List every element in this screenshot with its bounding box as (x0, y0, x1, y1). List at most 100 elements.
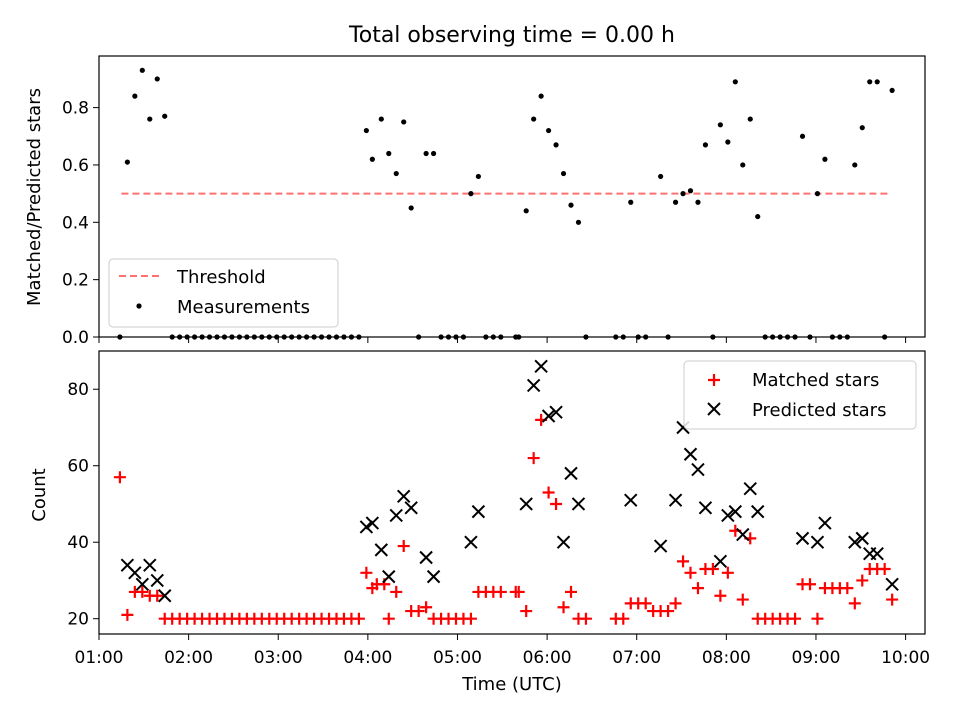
legend-measurements-label: Measurements (177, 297, 310, 318)
predicted-star-point (382, 569, 396, 584)
measurement-point (732, 79, 738, 85)
predicted-star-point (158, 589, 172, 603)
predicted-star-point (751, 504, 765, 519)
matched-star-point (527, 452, 540, 465)
measurement-point (628, 199, 634, 205)
x-tick-label: 05:00 (433, 648, 482, 668)
measurement-point (401, 119, 407, 125)
x-tick-label: 09:00 (791, 648, 840, 668)
measurement-point (147, 116, 153, 122)
matched-star-point (878, 562, 891, 575)
measurement-point (378, 116, 384, 122)
measurement-point (680, 191, 686, 197)
measurement-point (867, 79, 873, 85)
measurement-point (538, 93, 544, 99)
legend-measurements-swatch (136, 303, 142, 309)
matched-star-point (789, 612, 802, 625)
predicted-star-point (397, 489, 411, 504)
legend-matched-swatch (708, 374, 720, 386)
matched-star-point (691, 582, 704, 595)
predicted-star-point (683, 447, 698, 461)
measurement-point (695, 199, 701, 205)
measurement-point (154, 76, 160, 82)
x-tick-label: 01:00 (75, 648, 124, 668)
predicted-star-point (526, 378, 541, 393)
measurement-point (408, 205, 414, 211)
top-y-tick-label: 0.2 (62, 271, 89, 291)
predicted-star-point (419, 550, 433, 565)
predicted-star-point (374, 543, 389, 557)
matched-star-point (714, 589, 727, 602)
predicted-star-point (365, 516, 380, 530)
matched-star-point (121, 608, 134, 621)
matched-star-point (662, 605, 675, 618)
matched-star-point (811, 612, 824, 625)
matched-star-point (113, 471, 126, 484)
x-tick-label: 04:00 (343, 648, 392, 668)
matched-star-point (669, 597, 682, 610)
predicted-star-point (743, 481, 757, 496)
matched-star-point (736, 593, 749, 606)
measurement-point (393, 170, 399, 177)
measurement-point (423, 150, 429, 157)
bottom-plot-frame (98, 350, 926, 635)
legend-predicted-label: Predicted stars (752, 400, 886, 421)
predicted-star-point (653, 539, 668, 553)
predicted-star-point (564, 466, 578, 481)
predicted-star-point (668, 493, 683, 507)
predicted-star-point (549, 405, 563, 419)
predicted-star-point (691, 462, 705, 477)
measurement-point (889, 87, 895, 94)
chart-title: Total observing time = 0.00 h (348, 23, 675, 48)
measurement-point (386, 150, 392, 157)
matched-star-point (494, 585, 507, 598)
matched-star-point (420, 601, 433, 614)
predicted-star-point (818, 516, 832, 530)
matched-star-point (721, 566, 734, 579)
measurement-point (363, 127, 369, 134)
predicted-star-point (810, 535, 825, 549)
measurement-point (747, 116, 753, 122)
predicted-star-point (426, 569, 441, 584)
bottom-y-axis-label: Count (29, 468, 50, 521)
bottom-y-tick-label: 20 (67, 610, 89, 630)
predicted-star-point (464, 535, 478, 549)
legend-predicted-swatch (707, 402, 721, 416)
measurement-point (369, 156, 375, 162)
matched-star-point (390, 585, 403, 598)
measurement-point (531, 116, 537, 122)
x-tick-label: 08:00 (702, 648, 751, 668)
matched-star-point (464, 612, 477, 625)
matched-star-point (565, 585, 577, 598)
bottom-y-tick-label: 80 (67, 380, 89, 400)
predicted-star-point (870, 546, 884, 561)
matched-star-point (520, 605, 533, 618)
measurement-point (799, 133, 806, 139)
top-plot: 0.0 0.2 0.4 0.6 0.8 (62, 67, 907, 348)
measurement-point (523, 208, 529, 214)
measurement-point (468, 191, 474, 197)
bottom-y-tick-label: 40 (67, 533, 89, 553)
measurement-point (132, 93, 138, 99)
measurement-point (139, 67, 145, 73)
matched-star-point (542, 486, 555, 499)
matched-star-point (136, 585, 149, 598)
measurement-point (124, 159, 130, 165)
measurement-point (430, 150, 437, 157)
top-y-axis-label: Matched/Predicted stars (24, 88, 45, 306)
predicted-star-point (135, 577, 150, 591)
matched-star-point (639, 597, 652, 610)
x-tick-label: 03:00 (254, 648, 303, 668)
predicted-star-point (624, 493, 638, 507)
predicted-star-point (848, 535, 862, 549)
bottom-y-tick-label: 60 (67, 457, 89, 477)
measurement-point (755, 213, 761, 220)
top-y-tick-label: 0.6 (62, 156, 89, 176)
x-tick-label: 07:00 (612, 648, 661, 668)
top-y-tick-label: 0.4 (62, 213, 89, 233)
predicted-star-point (359, 520, 374, 534)
measurement-point (553, 142, 559, 148)
predicted-star-point (698, 501, 713, 515)
top-y-tick-label: 0.0 (62, 328, 89, 348)
predicted-star-point (143, 558, 157, 572)
